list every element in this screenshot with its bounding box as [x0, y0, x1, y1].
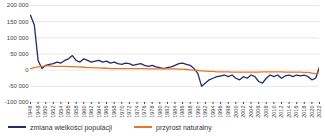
svg-text:1978: 1978 — [149, 106, 155, 118]
svg-text:1966: 1966 — [103, 106, 109, 118]
svg-text:2014: 2014 — [286, 106, 292, 118]
svg-text:0: 0 — [25, 67, 29, 73]
svg-text:2004: 2004 — [248, 106, 254, 118]
svg-text:2016: 2016 — [293, 106, 299, 118]
svg-text:150 000: 150 000 — [7, 19, 29, 25]
svg-text:2022: 2022 — [316, 106, 322, 118]
svg-text:1970: 1970 — [119, 106, 125, 118]
html-text:zmiana wielkości populacji: zmiana wielkości populacji — [30, 123, 113, 131]
svg-text:1986: 1986 — [179, 106, 185, 118]
svg-text:1998: 1998 — [225, 106, 231, 118]
svg-text:2012: 2012 — [278, 106, 284, 118]
svg-text:2008: 2008 — [263, 106, 269, 118]
svg-text:1950: 1950 — [42, 106, 48, 118]
svg-text:1972: 1972 — [126, 106, 132, 118]
svg-text:1988: 1988 — [187, 106, 193, 118]
svg-text:1968: 1968 — [111, 106, 117, 118]
svg-text:2006: 2006 — [255, 106, 261, 118]
svg-text:1984: 1984 — [172, 106, 178, 118]
svg-text:50 000: 50 000 — [10, 51, 29, 57]
svg-text:1958: 1958 — [73, 106, 79, 118]
svg-text:1974: 1974 — [134, 106, 140, 118]
html-text:przyrost naturalny: przyrost naturalny — [156, 123, 212, 131]
svg-text:1954: 1954 — [58, 106, 64, 118]
svg-text:1996: 1996 — [217, 106, 223, 118]
svg-text:2000: 2000 — [233, 106, 239, 118]
svg-text:1992: 1992 — [202, 106, 208, 118]
svg-text:1964: 1964 — [96, 106, 102, 118]
svg-text:1994: 1994 — [210, 106, 216, 118]
svg-text:1956: 1956 — [65, 106, 71, 118]
svg-text:1976: 1976 — [141, 106, 147, 118]
svg-text:1952: 1952 — [50, 106, 56, 118]
svg-text:-100 000: -100 000 — [5, 99, 29, 105]
svg-text:1948: 1948 — [35, 106, 41, 118]
svg-text:1960: 1960 — [80, 106, 86, 118]
svg-text:1946: 1946 — [27, 106, 33, 118]
svg-text:200 000: 200 000 — [7, 2, 29, 8]
svg-text:100 000: 100 000 — [7, 35, 29, 41]
svg-text:1962: 1962 — [88, 106, 94, 118]
svg-text:2018: 2018 — [301, 106, 307, 118]
svg-text:1990: 1990 — [195, 106, 201, 118]
svg-text:1980: 1980 — [157, 106, 163, 118]
svg-text:2002: 2002 — [240, 106, 246, 118]
svg-text:-50 000: -50 000 — [8, 83, 29, 89]
svg-text:2010: 2010 — [271, 106, 277, 118]
svg-text:1982: 1982 — [164, 106, 170, 118]
svg-text:2020: 2020 — [309, 106, 315, 118]
